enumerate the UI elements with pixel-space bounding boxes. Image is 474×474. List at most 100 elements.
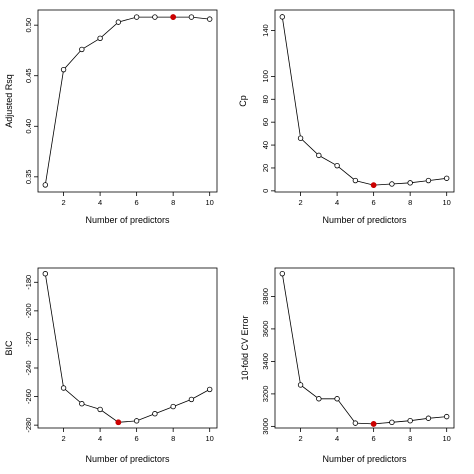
series-line (281, 273, 447, 425)
data-point (407, 417, 413, 424)
series-line (44, 273, 210, 423)
y-tick-label: 3800 (261, 288, 270, 305)
y-tick-label: 40 (261, 141, 270, 149)
data-point (97, 35, 103, 42)
data-point (152, 411, 158, 417)
y-tick-label: 60 (261, 118, 270, 126)
bic-panel: BIC Number of predictors 2 4 6 8 10 -280 -260 -… (4, 267, 218, 464)
x-tick-label: 2 (61, 434, 65, 443)
series-group (42, 271, 213, 426)
data-point (389, 419, 395, 426)
x-tick-label: 10 (443, 198, 451, 207)
optimal-point-marker (370, 421, 377, 427)
data-point (60, 385, 67, 391)
y-tick-label: 100 (261, 70, 270, 83)
data-point (425, 177, 432, 184)
y-tick-label: 0.35 (24, 170, 33, 185)
x-tick-label: 10 (206, 434, 214, 443)
x-tick-label: 6 (372, 198, 376, 207)
y-tick-label: -260 (24, 389, 33, 404)
data-point (352, 420, 359, 426)
y-tick-label: 3400 (261, 353, 270, 370)
x-axis-label: Number of predictors (322, 215, 407, 225)
data-point (97, 406, 103, 413)
data-point (407, 180, 413, 186)
data-point (279, 14, 286, 20)
plot-frame (274, 267, 455, 429)
x-tick-label: 6 (135, 198, 139, 207)
data-point (152, 14, 158, 20)
y-axis-label: Adjusted Rsq (4, 74, 14, 128)
series-group (279, 14, 450, 189)
data-point (389, 181, 395, 187)
y-axis-label: Cp (238, 95, 248, 107)
y-tick-label: 3200 (261, 386, 270, 403)
data-point (443, 413, 450, 420)
optimal-point-marker (170, 14, 177, 20)
y-axis-label: 10-fold CV Error (240, 315, 250, 380)
data-point (279, 270, 286, 277)
x-tick-label: 2 (298, 434, 302, 443)
data-point (42, 182, 49, 188)
data-point (188, 396, 195, 403)
x-tick-label: 2 (61, 198, 65, 207)
data-point (60, 66, 67, 73)
optimal-point-marker (370, 182, 377, 189)
y-tick-label: 0 (261, 189, 270, 193)
y-tick-label: 3600 (261, 321, 270, 338)
x-tick-label: 4 (98, 198, 102, 207)
x-tick-label: 4 (335, 434, 339, 443)
y-tick-label: 0.50 (24, 18, 33, 33)
y-tick-label: -180 (24, 275, 33, 290)
x-tick-label: 4 (98, 434, 102, 443)
data-point (206, 16, 213, 22)
plot-frame (37, 9, 218, 193)
x-tick-label: 10 (206, 198, 214, 207)
y-tick-label: -240 (24, 360, 33, 375)
data-point (133, 14, 140, 20)
data-point (206, 386, 213, 393)
x-tick-label: 6 (135, 434, 139, 443)
data-point (42, 271, 49, 277)
y-tick-label: -280 (24, 418, 33, 433)
x-axis-label: Number of predictors (85, 215, 170, 225)
series-group (279, 270, 450, 427)
data-point (352, 177, 359, 184)
data-point (115, 19, 122, 25)
x-tick-label: 8 (171, 434, 175, 443)
data-point (425, 415, 432, 421)
x-tick-label: 2 (298, 198, 302, 207)
plot-frame (37, 267, 218, 429)
y-tick-label: 140 (261, 24, 270, 37)
data-point (334, 396, 340, 402)
x-tick-label: 4 (335, 198, 339, 207)
y-axis-label: BIC (4, 340, 14, 356)
y-tick-label: -200 (24, 303, 33, 318)
data-point (316, 152, 322, 159)
y-tick-label: 20 (261, 164, 270, 172)
x-axis-label: Number of predictors (322, 454, 407, 464)
series-group (42, 14, 213, 188)
y-tick-label: 3000 (261, 418, 270, 435)
x-tick-label: 8 (408, 434, 412, 443)
x-tick-label: 6 (372, 434, 376, 443)
x-tick-label: 8 (171, 198, 175, 207)
series-line (281, 16, 447, 186)
cp-panel: Cp Number of predictors 2 4 6 8 100204060801… (238, 9, 455, 225)
x-tick-label: 8 (408, 198, 412, 207)
data-point (133, 418, 140, 424)
plot-frame (274, 9, 455, 193)
series-line (44, 16, 210, 185)
y-tick-label: -220 (24, 332, 33, 347)
y-tick-label: 80 (261, 95, 270, 103)
y-tick-label: 0.45 (24, 68, 33, 83)
adjusted-rsq-panel: Adjusted Rsq Number of predictors 2 4 6 8 10… (4, 9, 218, 225)
data-point (188, 14, 195, 20)
x-tick-label: 10 (443, 434, 451, 443)
data-point (297, 135, 304, 141)
data-point (170, 403, 176, 410)
data-point (79, 46, 85, 53)
data-point (79, 401, 85, 407)
data-point (334, 162, 340, 169)
